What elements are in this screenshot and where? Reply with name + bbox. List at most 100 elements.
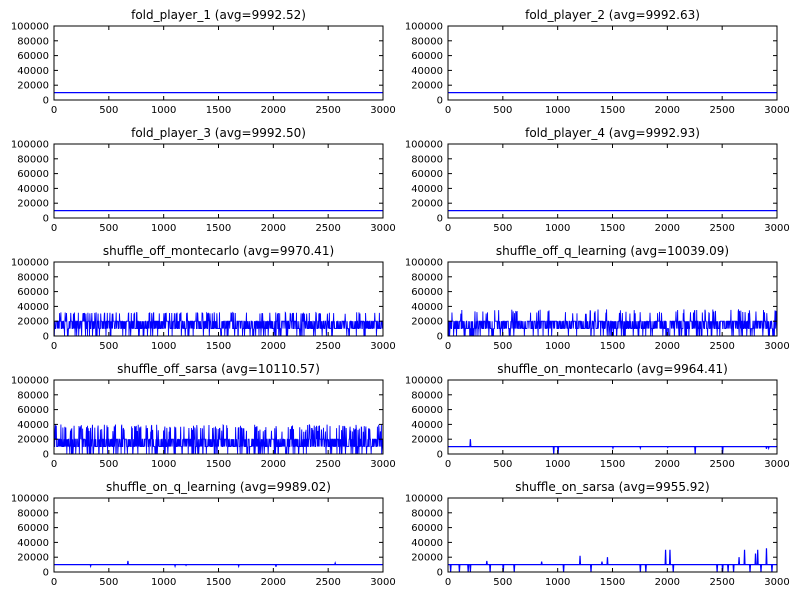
y-tick-label: 60000: [17, 51, 49, 62]
y-tick-label: 40000: [411, 184, 443, 195]
series-line: [448, 309, 777, 336]
chart-title: shuffle_on_montecarlo (avg=9964.41): [497, 362, 728, 376]
y-tick-label: 40000: [411, 538, 443, 549]
x-tick-label: 2000: [261, 459, 286, 470]
y-tick-label: 60000: [411, 405, 443, 416]
series-line: [54, 311, 383, 336]
x-tick-label: 3000: [370, 341, 395, 352]
x-tick-label: 3000: [764, 459, 789, 470]
x-tick-label: 3000: [764, 577, 789, 588]
x-tick-label: 500: [493, 223, 512, 234]
y-tick-label: 80000: [411, 36, 443, 47]
axes-frame: [447, 497, 778, 573]
chart-title: shuffle_on_q_learning (avg=9989.02): [106, 480, 331, 494]
chart-panel: fold_player_3 (avg=9992.50) 0 500 1000 1500 2…: [11, 126, 396, 234]
series-group: [448, 309, 777, 336]
x-tick-label: 3000: [370, 105, 395, 116]
y-tick-label: 80000: [17, 36, 49, 47]
x-tick-label: 1000: [151, 341, 176, 352]
x-tick-label: 1500: [600, 341, 625, 352]
y-tick-label: 80000: [411, 154, 443, 165]
x-tick-label: 2500: [315, 341, 340, 352]
x-tick-label: 3000: [370, 223, 395, 234]
y-tick-label: 20000: [411, 199, 443, 210]
x-tick-label: 1000: [545, 577, 570, 588]
axes-frame: [447, 25, 778, 101]
x-tick-label: 2000: [655, 459, 680, 470]
y-tick-label: 100000: [405, 22, 443, 33]
y-tick-label: 0: [437, 450, 443, 461]
y-tick-label: 0: [43, 450, 49, 461]
y-tick-label: 80000: [17, 390, 49, 401]
x-tick-label: 1500: [600, 459, 625, 470]
x-tick-label: 2000: [261, 577, 286, 588]
y-tick-label: 20000: [17, 435, 49, 446]
y-tick-label: 40000: [17, 420, 49, 431]
chart-panel: shuffle_off_sarsa (avg=10110.57) 0 500 1000…: [11, 362, 396, 470]
y-tick-label: 40000: [17, 184, 49, 195]
series-group: [54, 311, 383, 336]
y-tick-label: 20000: [411, 435, 443, 446]
y-tick-label: 40000: [411, 302, 443, 313]
y-tick-label: 20000: [17, 317, 49, 328]
y-tick-label: 0: [43, 214, 49, 225]
x-tick-label: 1500: [206, 223, 231, 234]
series-group: [448, 548, 777, 572]
series-line: [448, 439, 777, 454]
x-tick-label: 500: [493, 459, 512, 470]
y-tick-label: 40000: [411, 420, 443, 431]
y-tick-label: 20000: [411, 553, 443, 564]
x-tick-label: 500: [99, 105, 118, 116]
x-tick-label: 500: [493, 577, 512, 588]
y-tick-label: 0: [43, 332, 49, 343]
y-tick-label: 60000: [17, 523, 49, 534]
y-tick-label: 0: [437, 96, 443, 107]
axes-frame: [53, 143, 384, 219]
series-line: [54, 424, 383, 454]
x-tick-label: 2500: [709, 577, 734, 588]
y-tick-label: 100000: [11, 376, 49, 387]
axes-frame: [447, 143, 778, 219]
series-group: [54, 560, 383, 569]
x-tick-label: 0: [51, 459, 57, 470]
x-tick-label: 1500: [600, 577, 625, 588]
y-tick-label: 60000: [17, 405, 49, 416]
y-tick-label: 100000: [11, 494, 49, 505]
x-tick-label: 2000: [655, 341, 680, 352]
x-tick-label: 0: [445, 223, 451, 234]
y-tick-label: 40000: [17, 302, 49, 313]
series-line: [448, 548, 777, 572]
y-tick-label: 100000: [11, 22, 49, 33]
y-tick-label: 60000: [411, 523, 443, 534]
y-tick-label: 20000: [411, 81, 443, 92]
x-tick-label: 1500: [600, 223, 625, 234]
x-tick-label: 3000: [764, 341, 789, 352]
x-tick-label: 1000: [545, 341, 570, 352]
chart-panel: shuffle_off_q_learning (avg=10039.09) 0 50…: [405, 244, 790, 352]
chart-title: shuffle_on_sarsa (avg=9955.92): [515, 480, 709, 494]
y-tick-label: 40000: [17, 66, 49, 77]
x-tick-label: 2000: [655, 105, 680, 116]
axes-frame: [53, 497, 384, 573]
y-tick-label: 0: [437, 214, 443, 225]
series-group: [448, 439, 777, 454]
chart-title: shuffle_off_montecarlo (avg=9970.41): [103, 244, 334, 258]
x-tick-label: 1500: [206, 577, 231, 588]
x-tick-label: 1500: [206, 105, 231, 116]
x-tick-label: 3000: [764, 223, 789, 234]
chart-panel: shuffle_on_sarsa (avg=9955.92) 0 500 1000 15…: [405, 480, 790, 588]
chart-title: shuffle_off_q_learning (avg=10039.09): [496, 244, 729, 258]
y-tick-label: 20000: [17, 199, 49, 210]
y-tick-label: 20000: [411, 317, 443, 328]
x-tick-label: 2500: [315, 459, 340, 470]
x-tick-label: 1500: [600, 105, 625, 116]
y-tick-label: 100000: [405, 376, 443, 387]
y-tick-label: 60000: [411, 51, 443, 62]
y-tick-label: 100000: [405, 140, 443, 151]
chart-title: fold_player_3 (avg=9992.50): [131, 126, 306, 140]
y-tick-label: 40000: [17, 538, 49, 549]
x-tick-label: 500: [99, 459, 118, 470]
axes-frame: [447, 379, 778, 455]
x-tick-label: 500: [493, 341, 512, 352]
